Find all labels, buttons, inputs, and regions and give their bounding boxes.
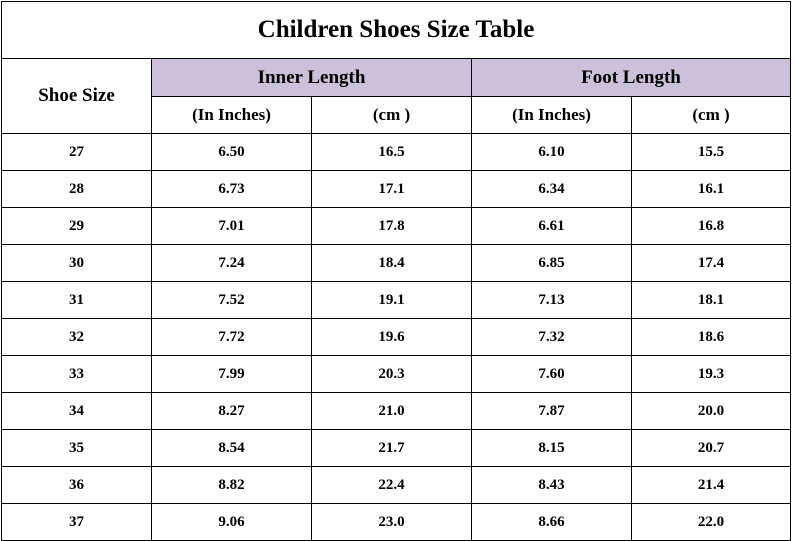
- size-value: 8.66: [471, 503, 632, 541]
- shoe-size: 29: [1, 207, 152, 245]
- size-value: 6.85: [471, 244, 632, 282]
- size-value: 21.0: [311, 392, 472, 430]
- shoe-size: 28: [1, 170, 152, 208]
- size-value: 9.06: [151, 503, 312, 541]
- size-value: 19.1: [311, 281, 472, 319]
- size-value: 21.7: [311, 429, 472, 467]
- sub-header: (In Inches): [471, 96, 632, 134]
- size-value: 6.34: [471, 170, 632, 208]
- size-value: 7.32: [471, 318, 632, 356]
- shoe-size: 35: [1, 429, 152, 467]
- sub-header: (cm ): [631, 96, 791, 134]
- size-value: 7.52: [151, 281, 312, 319]
- group-header: Inner Length: [151, 58, 472, 97]
- sub-header: (cm ): [311, 96, 472, 134]
- size-value: 7.72: [151, 318, 312, 356]
- size-value: 6.10: [471, 133, 632, 171]
- size-value: 16.5: [311, 133, 472, 171]
- shoe-size: 37: [1, 503, 152, 541]
- table-title: Children Shoes Size Table: [1, 1, 791, 59]
- size-value: 18.4: [311, 244, 472, 282]
- size-value: 18.6: [631, 318, 791, 356]
- size-value: 7.01: [151, 207, 312, 245]
- size-value: 7.87: [471, 392, 632, 430]
- size-value: 8.54: [151, 429, 312, 467]
- shoe-size: 32: [1, 318, 152, 356]
- size-value: 8.15: [471, 429, 632, 467]
- size-value: 17.8: [311, 207, 472, 245]
- size-value: 15.5: [631, 133, 791, 171]
- size-value: 7.24: [151, 244, 312, 282]
- size-value: 8.82: [151, 466, 312, 504]
- size-value: 8.43: [471, 466, 632, 504]
- size-value: 7.13: [471, 281, 632, 319]
- size-value: 16.8: [631, 207, 791, 245]
- shoe-size: 30: [1, 244, 152, 282]
- size-value: 23.0: [311, 503, 472, 541]
- group-header: Foot Length: [471, 58, 791, 97]
- sub-header: (In Inches): [151, 96, 312, 134]
- size-value: 7.60: [471, 355, 632, 393]
- size-value: 17.4: [631, 244, 791, 282]
- size-value: 19.3: [631, 355, 791, 393]
- size-value: 20.0: [631, 392, 791, 430]
- size-value: 20.7: [631, 429, 791, 467]
- size-value: 6.61: [471, 207, 632, 245]
- size-value: 7.99: [151, 355, 312, 393]
- shoe-size: 27: [1, 133, 152, 171]
- size-value: 22.4: [311, 466, 472, 504]
- row-header: Shoe Size: [1, 58, 152, 134]
- size-value: 18.1: [631, 281, 791, 319]
- size-value: 6.50: [151, 133, 312, 171]
- size-value: 8.27: [151, 392, 312, 430]
- size-value: 21.4: [631, 466, 791, 504]
- shoe-size: 36: [1, 466, 152, 504]
- shoe-size: 34: [1, 392, 152, 430]
- size-value: 17.1: [311, 170, 472, 208]
- size-value: 20.3: [311, 355, 472, 393]
- size-value: 6.73: [151, 170, 312, 208]
- size-value: 16.1: [631, 170, 791, 208]
- size-value: 19.6: [311, 318, 472, 356]
- size-value: 22.0: [631, 503, 791, 541]
- shoe-size: 33: [1, 355, 152, 393]
- shoe-size: 31: [1, 281, 152, 319]
